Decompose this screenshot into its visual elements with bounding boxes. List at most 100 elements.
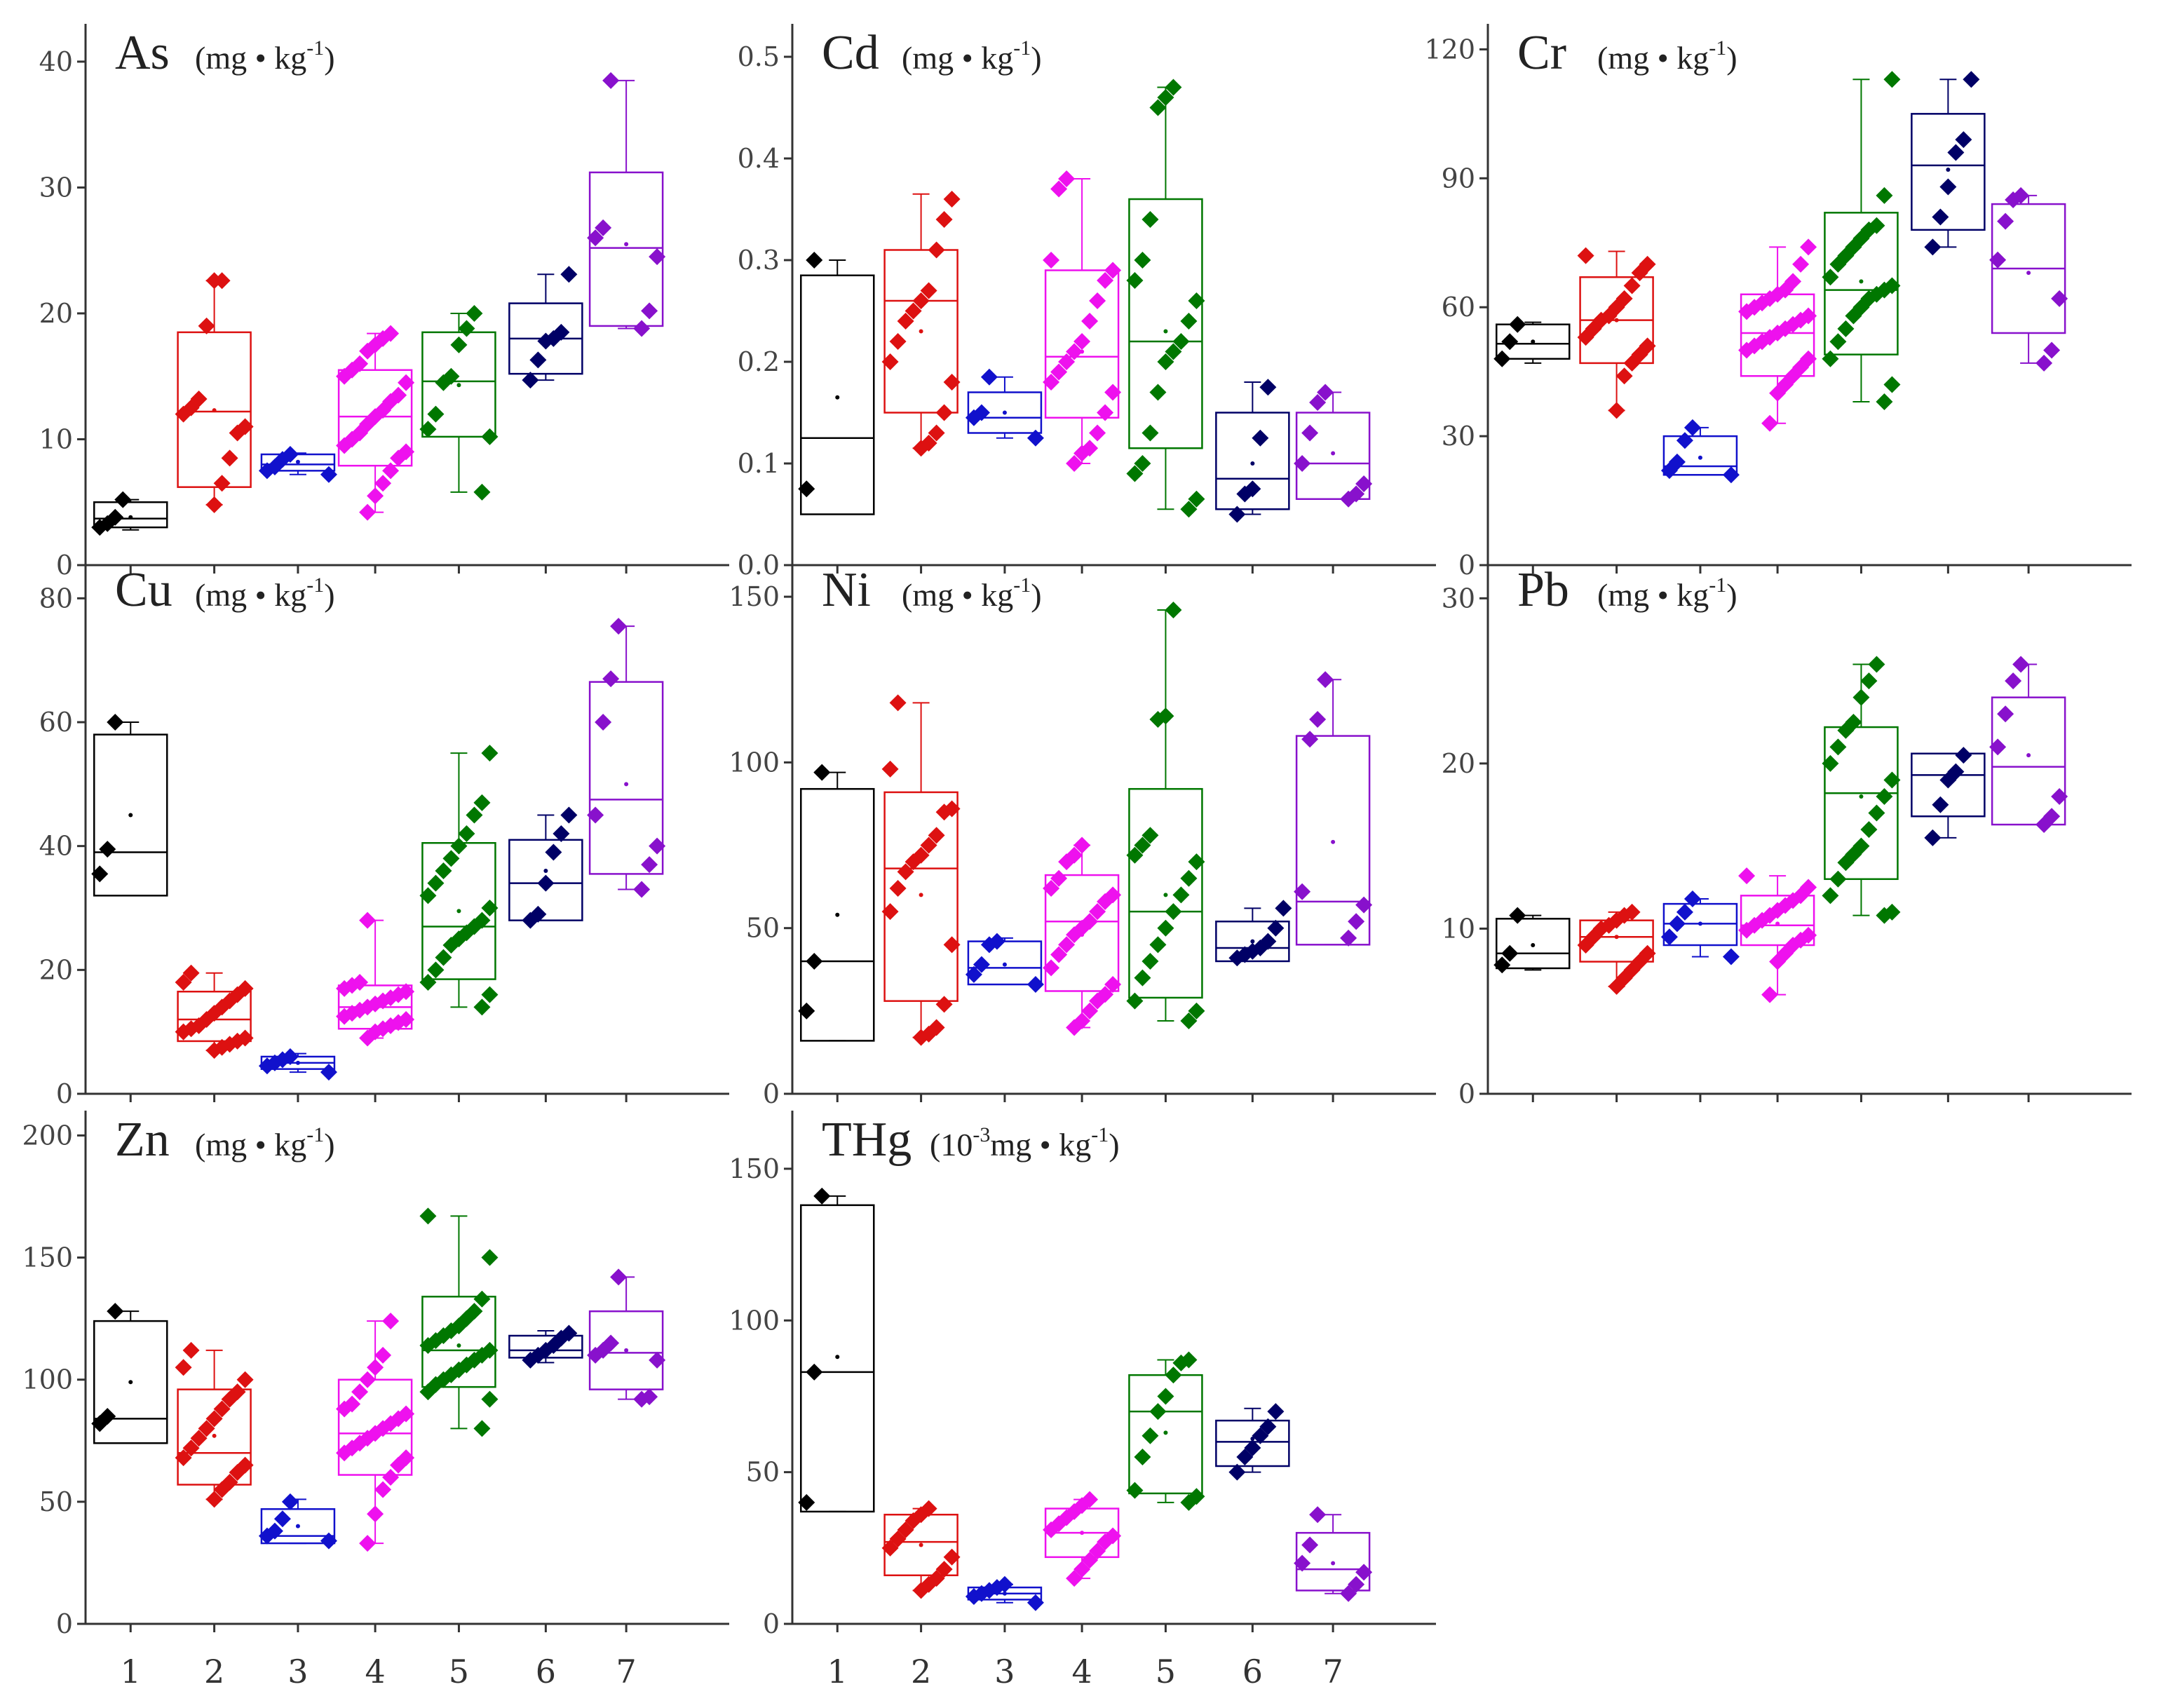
data-point	[553, 323, 570, 341]
data-point	[1309, 710, 1327, 728]
data-point	[973, 404, 990, 421]
data-point	[1493, 350, 1511, 367]
data-point	[649, 837, 666, 855]
data-point	[1097, 272, 1114, 289]
data-point	[344, 1395, 361, 1413]
box	[93, 501, 168, 529]
data-point	[2035, 354, 2053, 372]
box	[337, 369, 413, 467]
data-point	[633, 881, 651, 898]
panel-title: As	[115, 26, 170, 80]
data-point	[182, 1439, 200, 1457]
data-point	[281, 446, 299, 463]
data-point	[798, 480, 815, 498]
data-point	[473, 794, 491, 811]
data-point	[920, 1500, 937, 1517]
data-point	[813, 1187, 831, 1205]
data-point	[1309, 394, 1327, 411]
data-point	[1097, 404, 1114, 421]
box-group-5	[1126, 1351, 1205, 1511]
data-point	[1157, 1388, 1174, 1405]
data-point	[1800, 879, 1817, 896]
y-tick-label: 0.2	[738, 346, 780, 377]
data-point	[2005, 672, 2022, 690]
data-point	[889, 879, 907, 897]
data-point	[1852, 689, 1870, 706]
data-point	[1188, 292, 1205, 309]
data-point	[107, 1303, 124, 1320]
data-point	[587, 806, 604, 824]
data-point	[1134, 836, 1151, 854]
data-point	[1165, 601, 1182, 618]
data-point	[1134, 969, 1151, 987]
data-point	[1317, 384, 1334, 401]
data-point	[107, 714, 124, 731]
mean-marker	[1163, 893, 1168, 897]
y-tick-label: 150	[729, 581, 780, 612]
data-point	[553, 825, 570, 842]
y-tick-label: 10	[39, 423, 73, 454]
unit-label: (mg • kg-1)	[195, 574, 335, 613]
data-point	[481, 1341, 499, 1359]
box	[1128, 787, 1203, 999]
y-tick-label: 20	[1442, 748, 1475, 779]
data-point	[1073, 836, 1091, 854]
panel-title: Cd	[822, 26, 879, 80]
unit-text: )	[1109, 1127, 1119, 1163]
y-tick-label: 100	[729, 747, 780, 778]
data-point	[522, 372, 539, 389]
y-tick-label: 120	[1424, 34, 1475, 65]
data-point	[481, 428, 499, 445]
data-point	[912, 846, 930, 864]
panel-cu: 0 20 40 60 80 Cu (mg • kg-1)	[39, 561, 729, 1109]
y-tick-label: 0.4	[738, 143, 780, 174]
unit-superscript: -1	[1091, 1123, 1109, 1146]
mean-marker	[1531, 339, 1536, 344]
data-point	[1073, 1012, 1091, 1030]
box-group-2	[175, 1341, 254, 1508]
mean-marker	[128, 813, 133, 818]
data-point	[1676, 432, 1693, 449]
unit-text: )	[1031, 577, 1041, 613]
box	[1740, 895, 1815, 947]
data-point	[806, 952, 823, 970]
data-point	[1134, 1449, 1151, 1465]
mean-marker	[919, 1543, 923, 1547]
unit-text: (mg • kg	[195, 577, 306, 613]
data-point	[1066, 455, 1083, 472]
data-point	[1050, 946, 1068, 963]
y-tick-label: 0.5	[738, 41, 780, 72]
data-point	[1149, 710, 1167, 728]
data-point	[442, 850, 460, 867]
mean-marker	[1250, 1437, 1255, 1442]
box-group-3	[258, 1493, 337, 1550]
data-point	[889, 333, 907, 350]
mean-marker	[1946, 168, 1951, 172]
mean-marker	[456, 1343, 461, 1348]
box-group-5	[1822, 71, 1901, 411]
data-point	[1501, 333, 1519, 351]
data-point	[359, 1371, 377, 1388]
box	[588, 1310, 664, 1390]
data-point	[1081, 1002, 1099, 1019]
data-point	[481, 900, 499, 916]
data-point	[419, 421, 437, 438]
data-point	[382, 1469, 400, 1486]
data-point	[881, 760, 899, 778]
mean-marker	[1002, 1591, 1007, 1596]
data-point	[382, 325, 400, 342]
box	[1215, 1419, 1290, 1468]
data-point	[1355, 896, 1373, 914]
data-point	[1043, 959, 1060, 977]
data-point	[595, 714, 612, 731]
data-point	[1623, 903, 1641, 921]
data-point	[450, 336, 468, 353]
data-point	[1639, 944, 1656, 962]
mean-marker	[1531, 943, 1536, 947]
data-point	[190, 391, 208, 408]
y-tick-label: 20	[39, 298, 73, 329]
data-point	[266, 1522, 283, 1540]
data-point	[427, 405, 445, 423]
data-point	[398, 1405, 415, 1423]
data-point	[1852, 837, 1870, 855]
